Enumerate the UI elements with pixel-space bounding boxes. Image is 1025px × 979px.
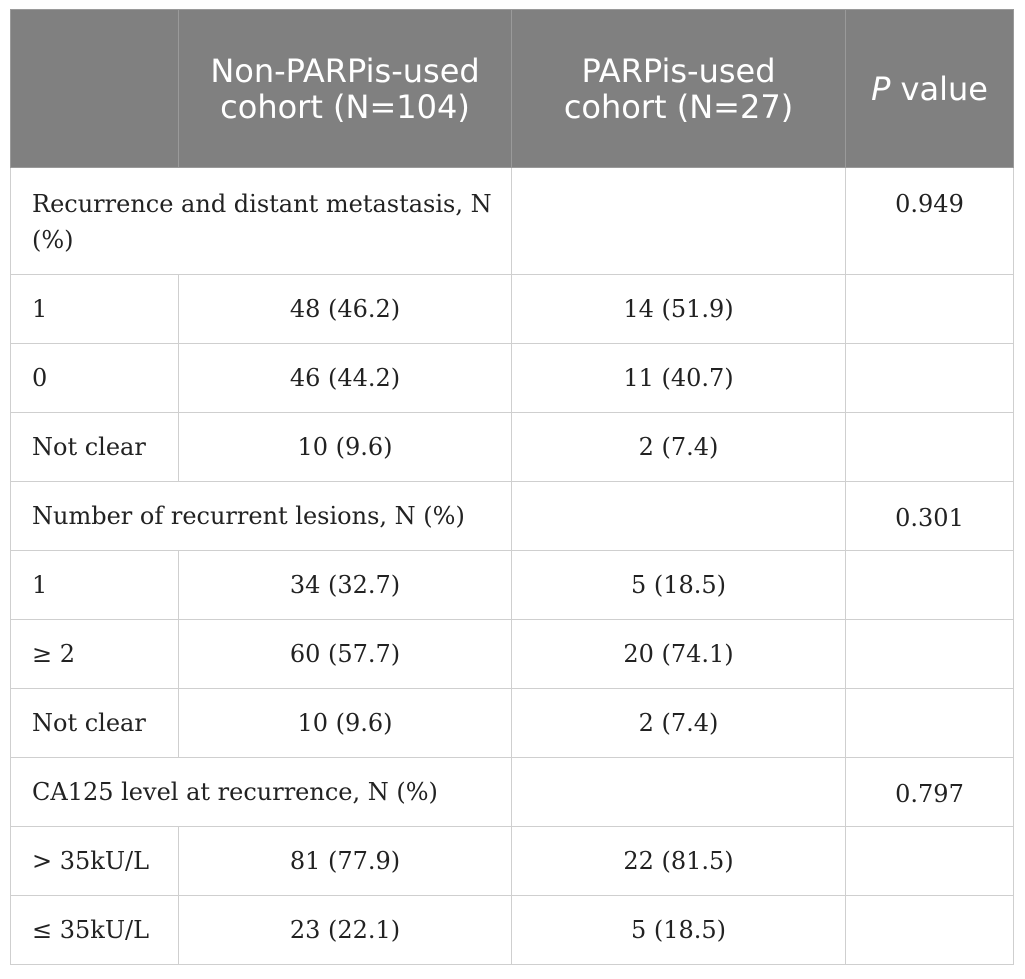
table-row: ≥ 2 60 (57.7) 20 (74.1) <box>10 619 1014 689</box>
data-table: Non-PARPis-used cohort (N=104) PARPis-us… <box>10 9 1014 965</box>
section-row-lesions: Number of recurrent lesions, N (%) 0.301 <box>10 481 1014 551</box>
table-row: ≤ 35kU/L 23 (22.1) 5 (18.5) <box>10 895 1014 965</box>
section-row-ca125: CA125 level at recurrence, N (%) 0.797 <box>10 757 1014 827</box>
section-row-recurrence: Recurrence and distant metastasis, N (%)… <box>10 167 1014 275</box>
table-row: 0 46 (44.2) 11 (40.7) <box>10 343 1014 413</box>
empty-cell <box>511 757 846 827</box>
non-parpis-value: 48 (46.2) <box>178 274 512 344</box>
empty-cell <box>845 274 1014 344</box>
parpis-value: 5 (18.5) <box>511 550 846 620</box>
parpis-value: 20 (74.1) <box>511 619 846 689</box>
empty-cell <box>845 619 1014 689</box>
empty-cell <box>845 688 1014 758</box>
header-parpis-label: PARPis-used cohort (N=27) <box>563 51 794 126</box>
header-non-parpis-cohort: Non-PARPis-used cohort (N=104) <box>178 9 512 168</box>
empty-cell <box>845 343 1014 413</box>
row-label: 1 <box>10 550 179 620</box>
parpis-value: 14 (51.9) <box>511 274 846 344</box>
table-row: 1 48 (46.2) 14 (51.9) <box>10 274 1014 344</box>
parpis-value: 2 (7.4) <box>511 688 846 758</box>
header-non-parpis-label: Non-PARPis-used cohort (N=104) <box>210 51 480 126</box>
empty-cell <box>845 826 1014 896</box>
non-parpis-value: 46 (44.2) <box>178 343 512 413</box>
section-title: CA125 level at recurrence, N (%) <box>10 757 512 827</box>
non-parpis-value: 23 (22.1) <box>178 895 512 965</box>
row-label: Not clear <box>10 688 179 758</box>
parpis-value: 22 (81.5) <box>511 826 846 896</box>
empty-cell <box>511 167 846 275</box>
header-p-letter: P <box>871 69 891 108</box>
non-parpis-value: 34 (32.7) <box>178 550 512 620</box>
row-label: Not clear <box>10 412 179 482</box>
empty-cell <box>845 412 1014 482</box>
header-row: Non-PARPis-used cohort (N=104) PARPis-us… <box>10 9 1014 168</box>
row-label: ≤ 35kU/L <box>10 895 179 965</box>
row-label: 0 <box>10 343 179 413</box>
row-label: > 35kU/L <box>10 826 179 896</box>
p-value-cell: 0.301 <box>845 481 1014 551</box>
section-title: Number of recurrent lesions, N (%) <box>10 481 512 551</box>
non-parpis-value: 10 (9.6) <box>178 688 512 758</box>
header-p-suffix: value <box>890 69 988 108</box>
non-parpis-value: 10 (9.6) <box>178 412 512 482</box>
header-p-value: P value <box>845 9 1014 168</box>
table-row: 1 34 (32.7) 5 (18.5) <box>10 550 1014 620</box>
table-body: Recurrence and distant metastasis, N (%)… <box>10 167 1014 965</box>
parpis-value: 2 (7.4) <box>511 412 846 482</box>
header-parpis-cohort: PARPis-used cohort (N=27) <box>511 9 846 168</box>
table-header: Non-PARPis-used cohort (N=104) PARPis-us… <box>10 9 1014 168</box>
section-title: Recurrence and distant metastasis, N (%) <box>10 167 512 275</box>
parpis-value: 5 (18.5) <box>511 895 846 965</box>
p-value-cell: 0.797 <box>845 757 1014 827</box>
empty-cell <box>511 481 846 551</box>
parpis-value: 11 (40.7) <box>511 343 846 413</box>
non-parpis-value: 81 (77.9) <box>178 826 512 896</box>
row-label: 1 <box>10 274 179 344</box>
empty-cell <box>845 550 1014 620</box>
row-label: ≥ 2 <box>10 619 179 689</box>
table-row: > 35kU/L 81 (77.9) 22 (81.5) <box>10 826 1014 896</box>
p-value-cell: 0.949 <box>845 167 1014 275</box>
header-blank-cell <box>10 9 179 168</box>
table-row: Not clear 10 (9.6) 2 (7.4) <box>10 688 1014 758</box>
empty-cell <box>845 895 1014 965</box>
table-row: Not clear 10 (9.6) 2 (7.4) <box>10 412 1014 482</box>
non-parpis-value: 60 (57.7) <box>178 619 512 689</box>
